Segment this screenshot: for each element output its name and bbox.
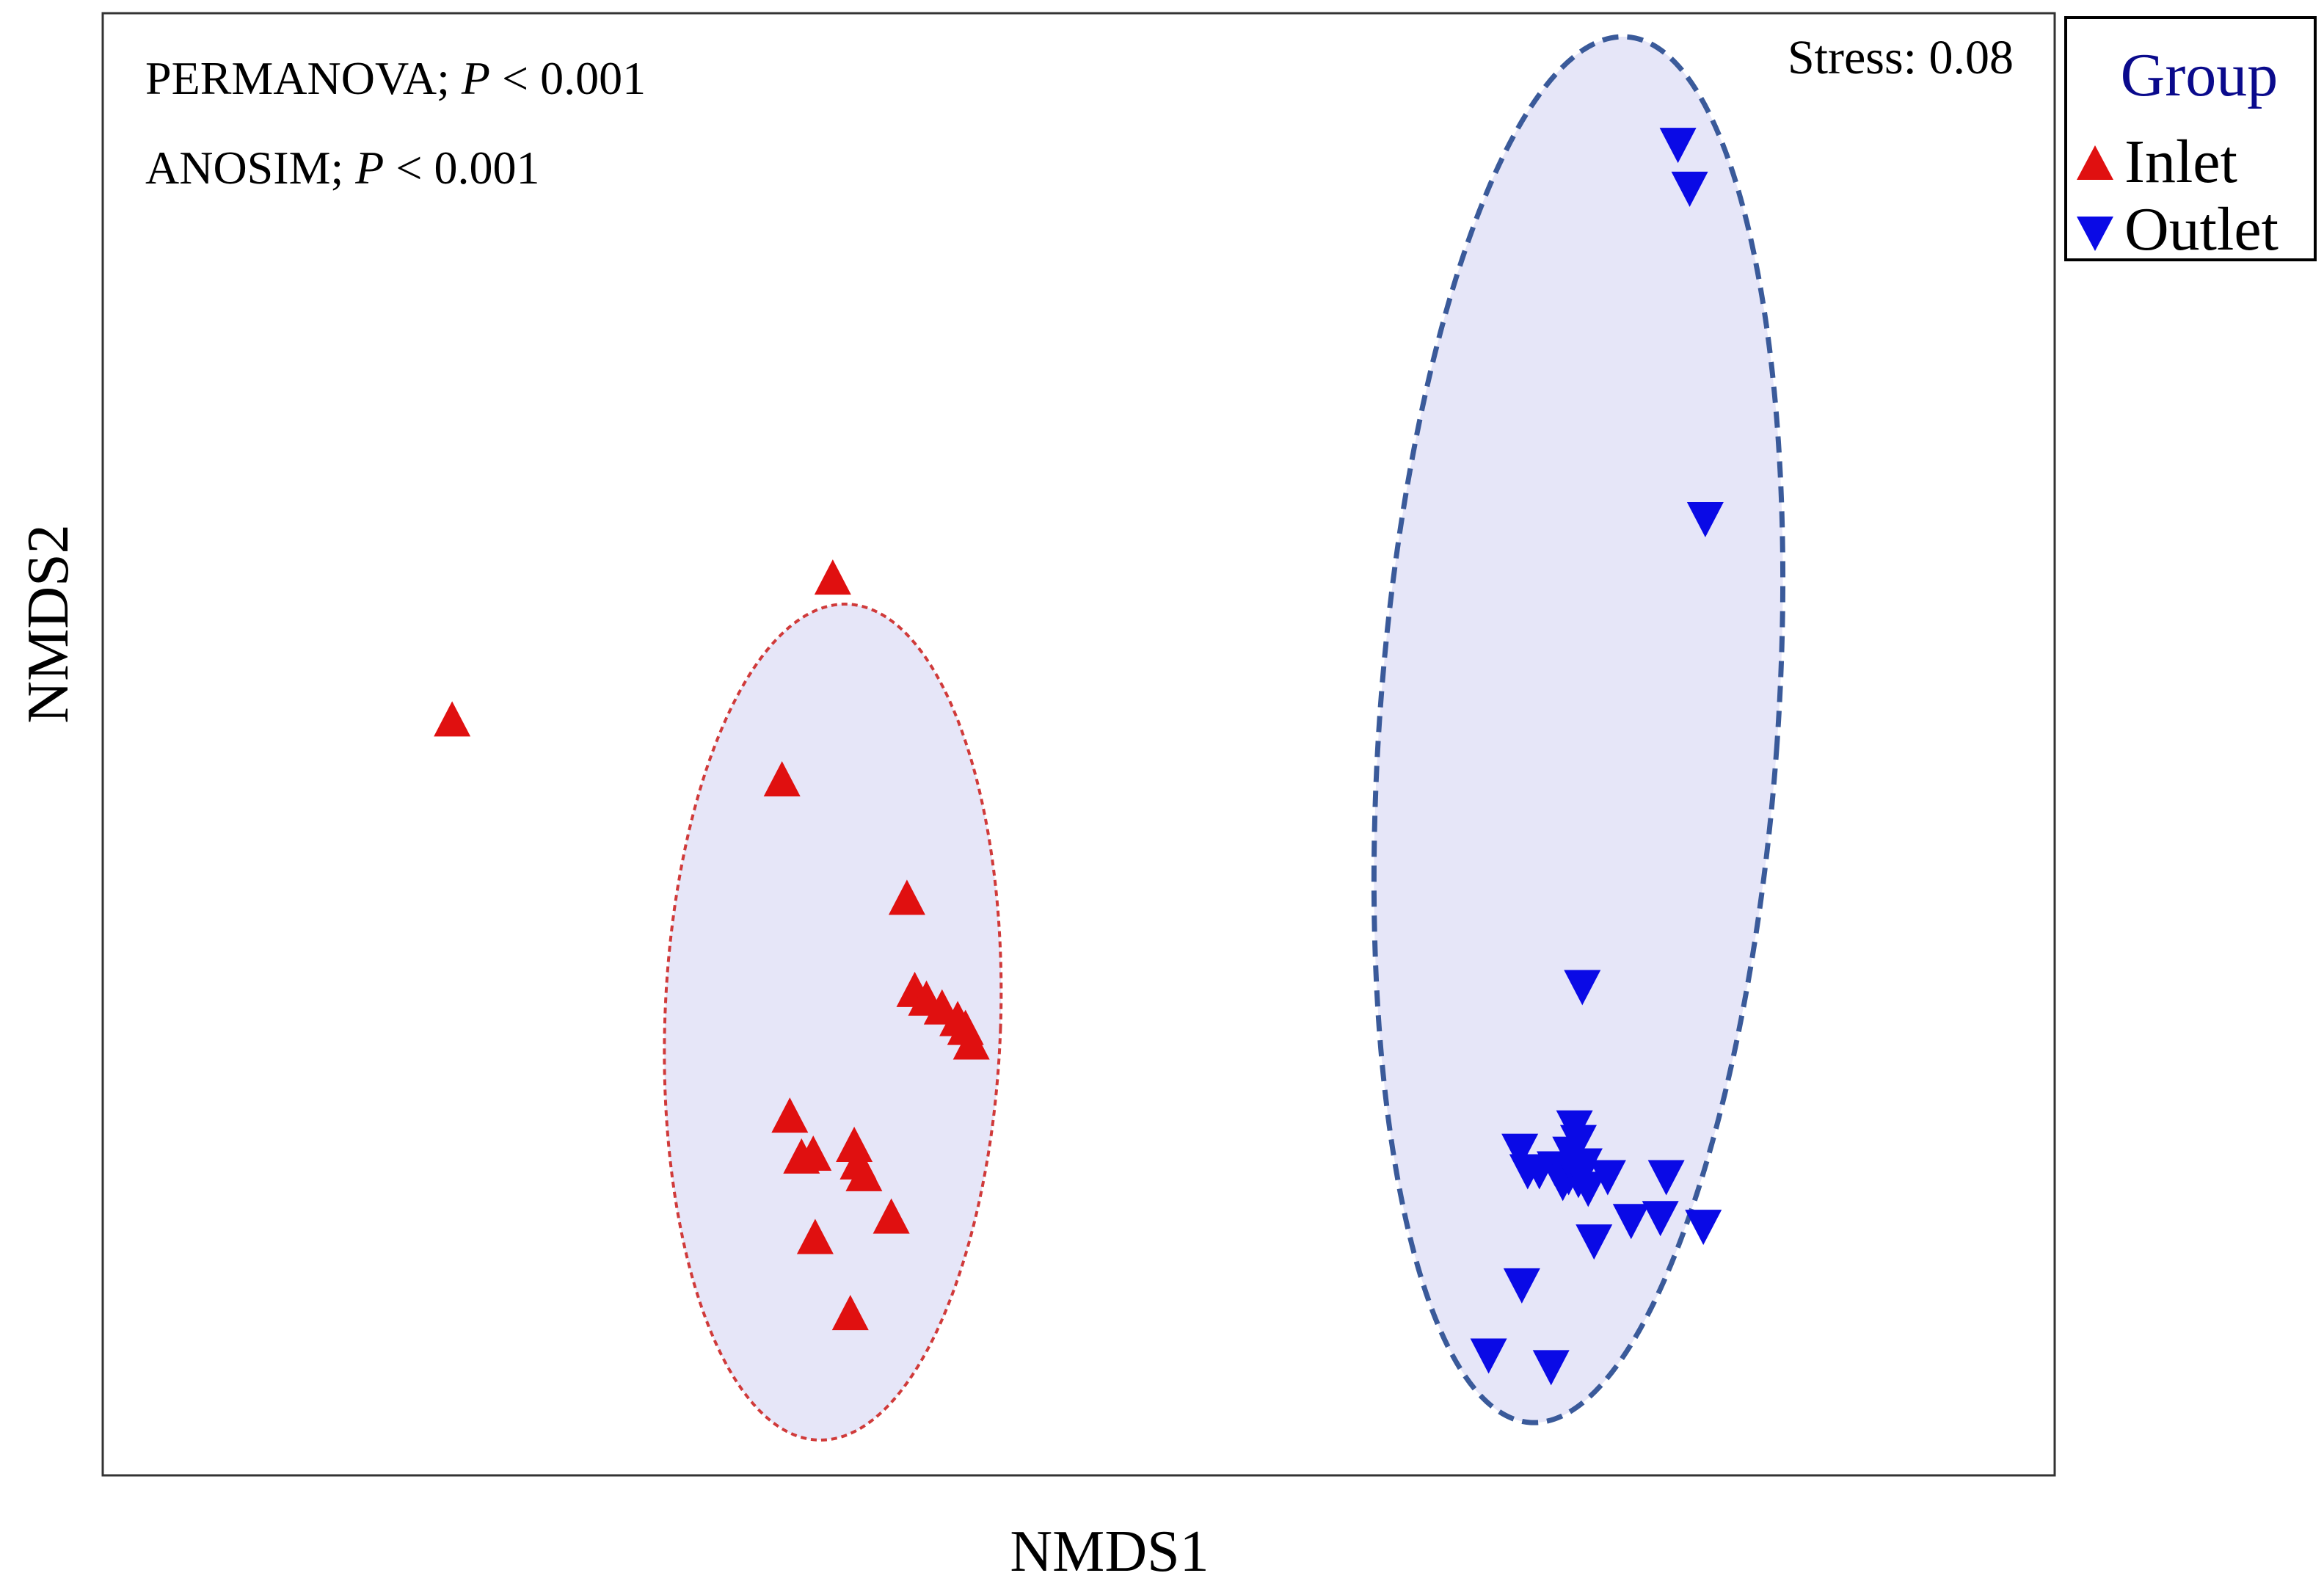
outlet-ellipse: [1371, 34, 1786, 1425]
anosim-p: P: [354, 142, 384, 194]
outlet-point: [1686, 502, 1724, 538]
inlet-point: [952, 1024, 990, 1060]
inlet-point: [831, 1295, 869, 1331]
legend-inlet-label: Inlet: [2124, 128, 2237, 196]
inlet-point: [836, 1126, 873, 1162]
anosim-value: < 0.001: [384, 142, 539, 194]
inlet-point: [795, 1135, 832, 1171]
outlet-point: [1532, 1350, 1570, 1386]
inlet-point: [771, 1097, 809, 1133]
legend: Group Inlet Outlet: [2064, 16, 2317, 264]
inlet-point: [763, 760, 801, 796]
inlet-point: [873, 1198, 910, 1234]
legend-outlet-marker-icon: [2077, 217, 2113, 251]
plot-frame: [101, 12, 2056, 1477]
data-points: [434, 128, 1724, 1386]
outlet-point: [1671, 171, 1708, 207]
stress-annotation: Stress: 0.08: [1788, 31, 2014, 84]
outlet-point: [1659, 128, 1697, 164]
outlet-point: [1612, 1204, 1650, 1240]
outlet-point: [1642, 1201, 1679, 1237]
permanova-value: < 0.001: [490, 52, 646, 104]
inlet-point: [434, 701, 471, 737]
inlet-ellipse: [663, 603, 1003, 1442]
inlet-point: [845, 1155, 883, 1191]
inlet-point: [796, 1218, 834, 1254]
legend-title: Group: [2121, 41, 2279, 109]
outlet-point: [1647, 1160, 1685, 1196]
legend-outlet-label: Outlet: [2124, 195, 2279, 264]
anosim-label: ANOSIM;: [145, 142, 355, 194]
outlet-point: [1570, 1171, 1607, 1207]
outlet-point: [1576, 1224, 1613, 1260]
permanova-p: P: [461, 52, 490, 104]
inlet-point: [888, 879, 925, 915]
y-axis-label: NMDS2: [16, 524, 81, 723]
inlet-point: [814, 559, 851, 595]
group-ellipses: [663, 34, 1786, 1442]
permanova-label: PERMANOVA;: [145, 52, 462, 104]
outlet-point: [1564, 970, 1601, 1006]
outlet-point: [1589, 1160, 1626, 1196]
outlet-point: [1501, 1133, 1539, 1169]
x-axis-label: NMDS1: [1010, 1519, 1209, 1584]
legend-inlet-marker-icon: [2077, 145, 2113, 180]
outlet-point: [1685, 1210, 1722, 1246]
outlet-point: [1470, 1338, 1507, 1374]
anosim-annotation: ANOSIM; P < 0.001: [145, 142, 539, 194]
permanova-annotation: PERMANOVA; P < 0.001: [145, 52, 646, 104]
outlet-point: [1503, 1268, 1540, 1304]
